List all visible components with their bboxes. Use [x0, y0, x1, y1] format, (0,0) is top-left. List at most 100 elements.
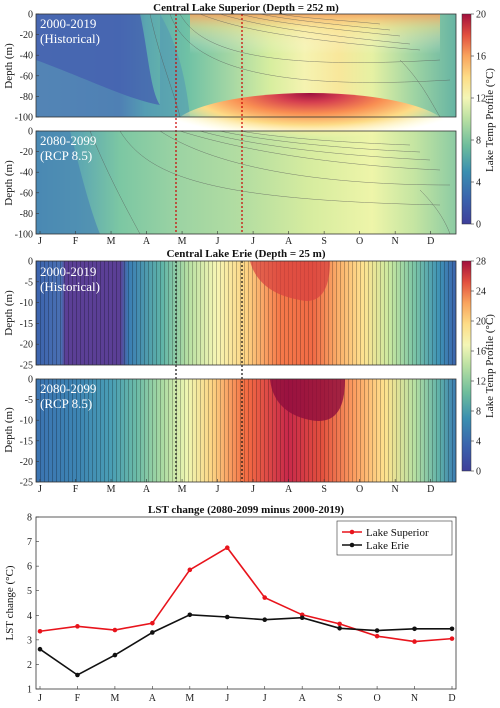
lake-erie-point [37, 646, 43, 652]
superior-future-ytick-label: -40 [20, 168, 33, 179]
erie-future-ytick-label: -20 [20, 457, 33, 468]
lake-erie-point [150, 630, 155, 635]
superior-historical-ytick-label: -80 [20, 92, 33, 103]
erie-xtick-label: F [73, 484, 79, 495]
superior-future-ytick-label: 0 [28, 127, 33, 138]
erie-xtick-label: M [107, 484, 116, 495]
lake-erie-point [449, 626, 455, 632]
superior-xtick-label: A [143, 236, 151, 247]
erie-future-yticks: 0 -5 -10 -15 -20 -25 [20, 375, 39, 489]
erie-colorbar-ticks: 28 24 20 16 12 8 4 0 [471, 257, 486, 478]
erie-xtick-label: J [216, 484, 220, 495]
lst-xtick-label: J [38, 693, 42, 704]
erie-title: Central Lake Erie (Depth = 25 m) [166, 248, 325, 260]
superior-historical-yticks: 0 -20 -40 -60 -80 -100 [15, 10, 39, 124]
superior-historical-label-2: (Historical) [40, 31, 100, 46]
erie-xtick-label: J [38, 484, 42, 495]
lst-ytick-label: 8 [27, 513, 32, 524]
lake-superior-point [37, 628, 43, 634]
superior-xtick-label: D [427, 236, 434, 247]
superior-future-label-2: (RCP 8.5) [40, 148, 92, 163]
lst-ytick-label: 2 [27, 660, 32, 671]
superior-historical-warm-layer [190, 14, 440, 54]
lst-xtick-label: A [149, 693, 157, 704]
lake-superior-legend-marker [349, 529, 355, 535]
superior-xtick-label: N [392, 236, 399, 247]
lst-xtick-label: F [75, 693, 81, 704]
lake-superior-point [412, 639, 417, 644]
lake-erie-line [39, 613, 452, 676]
lst-xtick-label: J [263, 693, 267, 704]
erie-future-label-1: 2080-2099 [40, 381, 96, 396]
erie-future-ytick-label: -15 [20, 436, 33, 447]
erie-xtick-label: M [178, 484, 187, 495]
erie-cb-tick-label: 0 [476, 467, 481, 478]
lake-superior-point [75, 624, 80, 629]
lst-ytick-label: 3 [27, 635, 32, 646]
lake-superior-point [449, 636, 455, 641]
lake-erie-point [412, 626, 417, 632]
lst-xtick-label: M [110, 693, 119, 704]
lst-series [37, 545, 455, 678]
lake-erie-point [112, 652, 118, 658]
lake-superior-line [39, 546, 453, 643]
erie-future-ytick-label: -10 [20, 416, 33, 427]
superior-xtick-label: F [73, 236, 79, 247]
erie-xtick-label: A [143, 484, 151, 495]
lake-erie-point [337, 626, 342, 631]
erie-cb-tick-label: 16 [476, 347, 486, 358]
superior-historical-ytick-label: -20 [20, 30, 33, 41]
erie-future-ytick-label: -25 [20, 478, 33, 489]
superior-cb-tick-label: 4 [476, 178, 481, 189]
lst-chart: 1 2 3 4 5 6 7 8 J F M A M J J A S O N D LST change (°C) La… [4, 513, 457, 704]
erie-xtick-label: A [285, 484, 293, 495]
superior-xtick-label: J [216, 236, 220, 247]
superior-cb-tick-label: 20 [476, 10, 486, 21]
superior-historical-ytick-label: -100 [15, 113, 33, 124]
erie-cb-tick-label: 4 [476, 437, 481, 448]
superior-future-contours [89, 130, 451, 235]
lake-superior-point [112, 627, 118, 633]
erie-historical-ytick-label: -25 [20, 361, 33, 372]
superior-future-cold-region [36, 131, 100, 234]
superior-historical-cold-region [36, 14, 160, 105]
lake-superior-point [374, 633, 380, 639]
erie-xtick-label: O [356, 484, 363, 495]
lake-erie-point [374, 628, 380, 633]
superior-future-ytick-label: -80 [20, 209, 33, 220]
erie-historical-ytick-label: -10 [20, 298, 33, 309]
superior-future-ytick-label: -60 [20, 188, 33, 199]
superior-future-frame [35, 130, 457, 235]
superior-future-ytick-label: -100 [15, 230, 33, 241]
erie-xtick-label: J [251, 484, 255, 495]
superior-xtick-label: M [178, 236, 187, 247]
erie-future-frame [35, 378, 457, 483]
erie-xtick-label: N [392, 484, 399, 495]
erie-cb-tick-label: 28 [476, 257, 486, 268]
superior-historical-contours [149, 13, 451, 118]
superior-historical-ytick-label: -40 [20, 51, 33, 62]
erie-xtick-label: S [321, 484, 327, 495]
erie-future-ytick-label: -5 [25, 395, 33, 406]
superior-historical-ytick-label: -60 [20, 71, 33, 82]
erie-historical-label-1: 2000-2019 [40, 264, 96, 279]
superior-cb-tick-label: 8 [476, 136, 481, 147]
erie-historical-warm-core [250, 261, 330, 301]
erie-future-label-2: (RCP 8.5) [40, 396, 92, 411]
lst-ylabel: LST change (°C) [4, 565, 16, 640]
erie-historical-ylabel: Depth (m) [3, 290, 15, 336]
lst-ytick-label: 4 [27, 611, 32, 622]
superior-historical-label-1: 2000-2019 [40, 16, 96, 31]
erie-colorbar [461, 260, 472, 472]
erie-colorbar-label: Lake Temp Profile (°C) [484, 314, 496, 418]
lake-superior-point [150, 620, 155, 626]
superior-xtick-label: J [38, 236, 42, 247]
erie-historical-label-2: (Historical) [40, 279, 100, 294]
superior-colorbar-label: Lake Temp Profile (°C) [484, 68, 496, 172]
lake-superior-point [187, 567, 193, 573]
lst-yticks: 1 2 3 4 5 6 7 8 [27, 513, 39, 696]
lst-xtick-label: O [373, 693, 380, 704]
